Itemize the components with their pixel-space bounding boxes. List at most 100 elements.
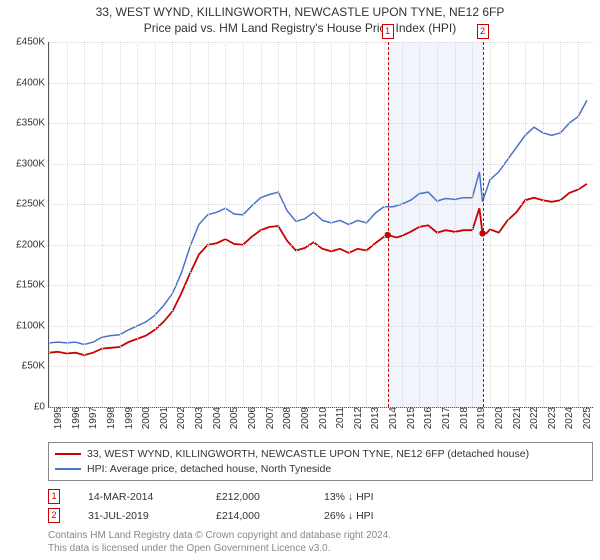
y-axis-label: £0 — [34, 402, 49, 413]
gridline-v — [314, 42, 315, 407]
y-axis-label: £400K — [16, 77, 49, 88]
x-axis-label: 2009 — [296, 407, 311, 429]
gridline-h — [49, 42, 594, 43]
x-axis-label: 1999 — [120, 407, 135, 429]
gridline-v — [172, 42, 173, 407]
legend-block: 33, WEST WYND, KILLINGWORTH, NEWCASTLE U… — [48, 442, 593, 555]
legend-swatch-price-paid — [55, 453, 81, 455]
gridline-v — [543, 42, 544, 407]
gridline-v — [578, 42, 579, 407]
x-axis-label: 2002 — [172, 407, 187, 429]
gridline-v — [490, 42, 491, 407]
gridline-v — [508, 42, 509, 407]
gridline-h — [49, 326, 594, 327]
x-axis-label: 2018 — [455, 407, 470, 429]
x-axis-label: 2003 — [190, 407, 205, 429]
gridline-h — [49, 204, 594, 205]
gridline-v — [560, 42, 561, 407]
legend-swatch-hpi — [55, 468, 81, 470]
gridline-v — [137, 42, 138, 407]
gridline-h — [49, 366, 594, 367]
y-axis-label: £350K — [16, 118, 49, 129]
gridline-v — [243, 42, 244, 407]
gridline-v — [437, 42, 438, 407]
transaction-price: £212,000 — [216, 491, 296, 503]
transaction-delta: 13% ↓ HPI — [324, 491, 374, 503]
gridline-v — [208, 42, 209, 407]
x-axis-label: 2012 — [349, 407, 364, 429]
x-axis-label: 2000 — [137, 407, 152, 429]
gridline-h — [49, 285, 594, 286]
gridline-v — [120, 42, 121, 407]
transaction-marker-box: 1 — [382, 24, 394, 39]
plot-area: £0£50K£100K£150K£200K£250K£300K£350K£400… — [48, 42, 594, 408]
footer-line2: This data is licensed under the Open Gov… — [48, 542, 593, 555]
gridline-v — [455, 42, 456, 407]
transaction-row-marker: 2 — [48, 508, 60, 523]
x-axis-label: 2021 — [508, 407, 523, 429]
x-axis-label: 2007 — [261, 407, 276, 429]
x-axis-label: 2010 — [314, 407, 329, 429]
gridline-v — [49, 42, 50, 407]
gridline-v — [84, 42, 85, 407]
x-axis-label: 2016 — [419, 407, 434, 429]
gridline-v — [296, 42, 297, 407]
gridline-h — [49, 123, 594, 124]
x-axis-label: 1995 — [49, 407, 64, 429]
transaction-marker-line — [483, 42, 484, 407]
x-axis-label: 1996 — [67, 407, 82, 429]
chart-title-line2: Price paid vs. HM Land Registry's House … — [0, 20, 600, 36]
x-axis-label: 2019 — [472, 407, 487, 429]
gridline-h — [49, 83, 594, 84]
x-axis-label: 2020 — [490, 407, 505, 429]
gridline-v — [472, 42, 473, 407]
legend-row-price-paid: 33, WEST WYND, KILLINGWORTH, NEWCASTLE U… — [55, 447, 586, 462]
y-axis-label: £150K — [16, 280, 49, 291]
transaction-marker-line — [388, 42, 389, 407]
x-axis-label: 1997 — [84, 407, 99, 429]
x-axis-label: 2025 — [578, 407, 593, 429]
transaction-row: 231-JUL-2019£214,00026% ↓ HPI — [48, 506, 593, 525]
transaction-date: 31-JUL-2019 — [88, 510, 188, 522]
x-axis-label: 2001 — [155, 407, 170, 429]
y-axis-label: £300K — [16, 158, 49, 169]
x-axis-label: 2014 — [384, 407, 399, 429]
legend-row-hpi: HPI: Average price, detached house, Nort… — [55, 462, 586, 477]
y-axis-label: £100K — [16, 320, 49, 331]
gridline-h — [49, 164, 594, 165]
gridline-v — [349, 42, 350, 407]
gridline-v — [525, 42, 526, 407]
gridline-v — [190, 42, 191, 407]
transaction-price: £214,000 — [216, 510, 296, 522]
gridline-v — [402, 42, 403, 407]
y-axis-label: £450K — [16, 37, 49, 48]
gridline-v — [366, 42, 367, 407]
footer-line1: Contains HM Land Registry data © Crown c… — [48, 529, 593, 542]
y-axis-label: £50K — [22, 361, 49, 372]
x-axis-label: 2011 — [331, 407, 346, 429]
x-axis-label: 2022 — [525, 407, 540, 429]
gridline-v — [261, 42, 262, 407]
x-axis-label: 2013 — [366, 407, 381, 429]
x-axis-label: 2015 — [402, 407, 417, 429]
x-axis-label: 2006 — [243, 407, 258, 429]
legend-label-price-paid: 33, WEST WYND, KILLINGWORTH, NEWCASTLE U… — [87, 447, 529, 462]
x-axis-label: 2008 — [278, 407, 293, 429]
y-axis-label: £250K — [16, 199, 49, 210]
chart-lines-svg — [49, 42, 594, 407]
legend-label-hpi: HPI: Average price, detached house, Nort… — [87, 462, 331, 477]
chart-title-line1: 33, WEST WYND, KILLINGWORTH, NEWCASTLE U… — [0, 4, 600, 20]
x-axis-label: 1998 — [102, 407, 117, 429]
transaction-date: 14-MAR-2014 — [88, 491, 188, 503]
transaction-row: 1 14-MAR-2014 £212,000 13% ↓ HPI — [48, 487, 593, 506]
transaction-marker-box: 2 — [477, 24, 489, 39]
transactions-block: 1 14-MAR-2014 £212,000 13% ↓ HPI 2 31-JUL-201… — [48, 487, 593, 525]
x-axis-label: 2023 — [543, 407, 558, 429]
gridline-v — [102, 42, 103, 407]
x-axis-label: 2017 — [437, 407, 452, 429]
chart-title-block: 33, WEST WYND, KILLINGWORTH, NEWCASTLE U… — [0, 0, 600, 36]
y-axis-label: £200K — [16, 239, 49, 250]
gridline-v — [67, 42, 68, 407]
transaction-row-marker: 1 — [48, 489, 60, 504]
gridline-v — [419, 42, 420, 407]
